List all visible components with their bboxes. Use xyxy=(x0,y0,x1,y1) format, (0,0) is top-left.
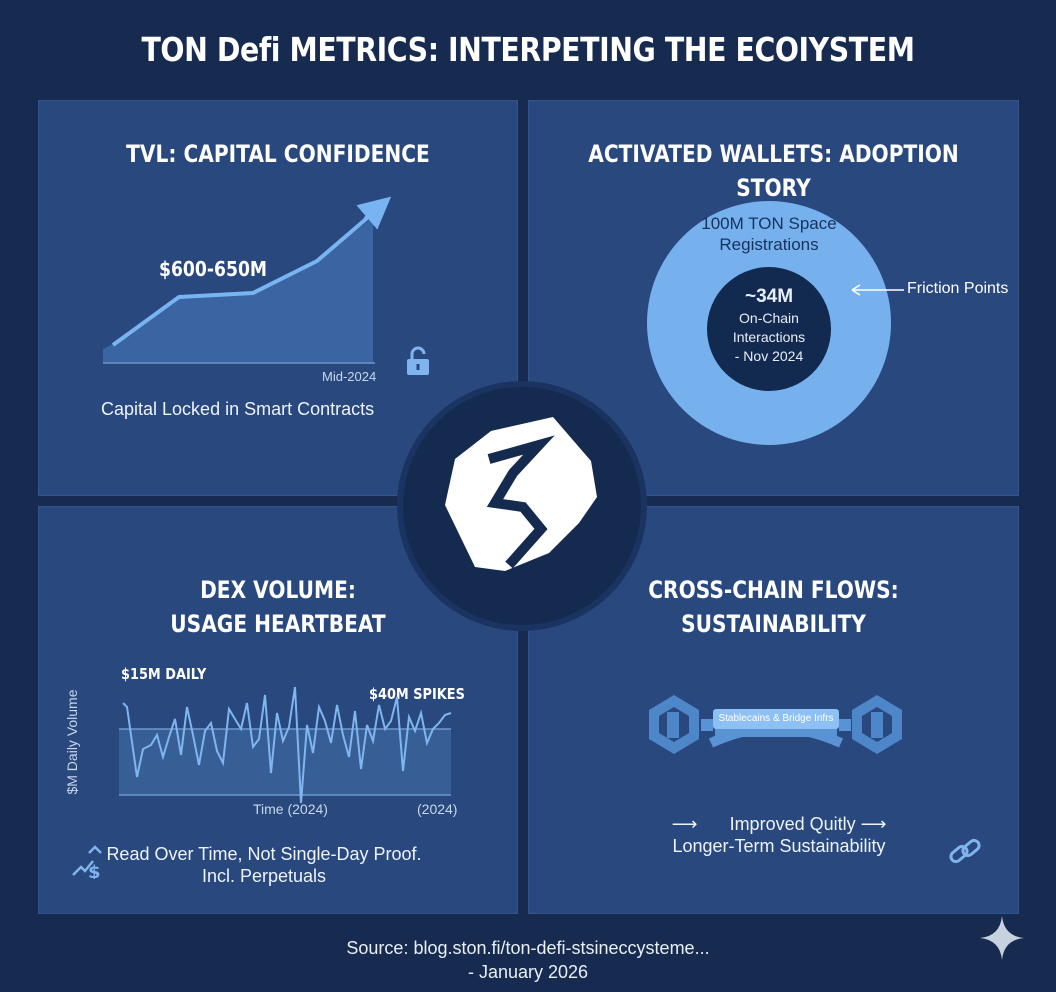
ston-logo-icon xyxy=(445,417,597,571)
outer-label: 100M TON Space Registrations xyxy=(669,213,869,255)
dex-volume-chart xyxy=(119,686,452,804)
source-line-2: - January 2026 xyxy=(467,962,589,982)
tvl-area-chart xyxy=(103,196,392,364)
page-title: TON Defi METRICS: INTERPETING THE ECOIYS… xyxy=(141,30,915,69)
outer-label-line-1: 100M TON Space xyxy=(701,214,837,233)
dex-title-line-2: USAGE HEARTBEAT xyxy=(170,610,386,638)
chain-node-right-icon xyxy=(852,695,902,754)
bridge-label: Stablecains & Bridge Infrs xyxy=(718,713,834,724)
dex-title-line-1: DEX VOLUME: xyxy=(200,576,356,604)
dex-volume-band xyxy=(119,729,451,795)
friction-label: Friction Points xyxy=(907,280,1009,297)
dex-x-label-right: (2024) xyxy=(417,801,458,817)
arrow-right-icon: ⟶ xyxy=(855,814,887,834)
inner-line-2: Interactions xyxy=(732,329,806,345)
tvl-panel: TVL: CAPITAL CONFIDENCE $600-650M Mid-20… xyxy=(38,100,518,496)
growth-dollar-icon: $ xyxy=(71,845,105,884)
arrow-left-icon: ⟶ xyxy=(671,814,698,834)
inner-line-1: On-Chain xyxy=(739,310,799,326)
cross-lines: ⟶ Improved Quitly ⟶ Longer-Term Sustainab… xyxy=(649,813,909,857)
center-logo-circle xyxy=(403,387,641,625)
cross-title-line-2: SUSTAINABILITY xyxy=(681,610,866,638)
dex-daily-label: $15M DAILY xyxy=(121,665,207,683)
tvl-arrowhead xyxy=(356,196,392,230)
source-line-1: Source: blog.ston.fi/ton-defi-stsineccys… xyxy=(346,938,710,958)
dex-x-label: Time (2024) xyxy=(253,801,328,817)
tvl-caption: Capital Locked in Smart Contracts xyxy=(101,399,375,419)
svg-text:$: $ xyxy=(88,862,101,879)
source-credit: Source: blog.ston.fi/ton-defi-stsineccys… xyxy=(0,936,1056,984)
inner-line-3: - Nov 2024 xyxy=(734,348,804,364)
bridge-deck xyxy=(715,729,837,737)
bridge-illustration xyxy=(649,695,902,754)
lock-icon xyxy=(405,345,431,382)
bridge-label-bg xyxy=(713,709,839,729)
inner-label: ~34M On-Chain Interactions - Nov 2024 xyxy=(699,285,839,366)
tvl-area xyxy=(103,217,373,363)
cross-line-2: Longer-Term Sustainability xyxy=(672,836,886,856)
wallets-donut xyxy=(647,201,904,445)
link-icon xyxy=(947,835,983,874)
dex-caption: Read Over Time, Not Single-Day Proof. In… xyxy=(99,843,429,887)
tvl-x-label: Mid-2024 xyxy=(322,369,377,384)
cross-panel: CROSS-CHAIN FLOWS: SUSTAINABILITY Stable… xyxy=(528,506,1019,914)
inner-circle xyxy=(707,267,831,391)
cross-line-1: Improved Quitly xyxy=(729,814,856,834)
dex-caption-line-1: Read Over Time, Not Single-Day Proof. xyxy=(106,844,422,864)
dex-caption-line-2: Incl. Perpetuals xyxy=(201,866,327,886)
inner-value: ~34M xyxy=(744,286,794,307)
dex-spike-label: $40M SPIKES xyxy=(369,685,465,703)
outer-label-line-2: Registrations xyxy=(719,235,819,254)
dex-volume-line xyxy=(122,686,452,804)
tvl-title: TVL: CAPITAL CONFIDENCE xyxy=(126,140,430,168)
cross-title-line-1: CROSS-CHAIN FLOWS: xyxy=(648,576,899,604)
tvl-value-label: $600-650M xyxy=(159,257,268,281)
wallets-title: ACTIVATED WALLETS: ADOPTION STORY xyxy=(588,140,959,202)
sparkle-icon xyxy=(980,916,1024,960)
chain-node-left-icon xyxy=(649,695,699,754)
tvl-line xyxy=(111,211,375,347)
